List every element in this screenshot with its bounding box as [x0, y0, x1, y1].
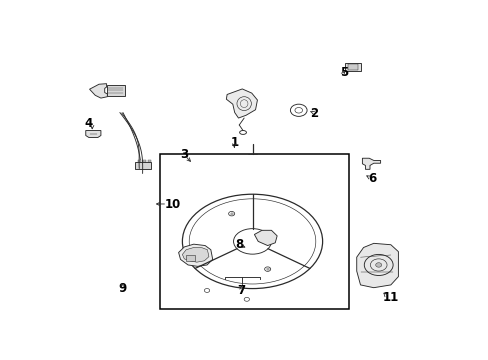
Polygon shape: [226, 89, 257, 118]
Circle shape: [375, 263, 381, 267]
Text: 7: 7: [237, 284, 245, 297]
Bar: [138, 159, 141, 162]
Polygon shape: [85, 131, 101, 138]
Bar: [159, 154, 348, 309]
Bar: [142, 159, 145, 162]
Text: 9: 9: [118, 282, 126, 295]
Polygon shape: [362, 158, 380, 169]
Polygon shape: [178, 244, 212, 266]
Polygon shape: [254, 230, 277, 246]
Bar: [106, 85, 124, 96]
Polygon shape: [89, 84, 107, 98]
Text: 4: 4: [84, 117, 92, 130]
Bar: [147, 159, 150, 162]
Text: 6: 6: [367, 172, 375, 185]
Polygon shape: [356, 243, 398, 288]
Bar: [345, 63, 360, 71]
Text: 10: 10: [164, 198, 181, 211]
Text: 8: 8: [235, 238, 243, 251]
Text: 3: 3: [180, 148, 188, 161]
Bar: [135, 162, 151, 169]
Text: 2: 2: [309, 107, 318, 120]
Text: 1: 1: [230, 136, 238, 149]
Text: 5: 5: [340, 66, 348, 79]
Polygon shape: [182, 247, 208, 262]
Bar: [186, 255, 194, 261]
Bar: [347, 64, 358, 69]
Text: 11: 11: [382, 291, 398, 304]
